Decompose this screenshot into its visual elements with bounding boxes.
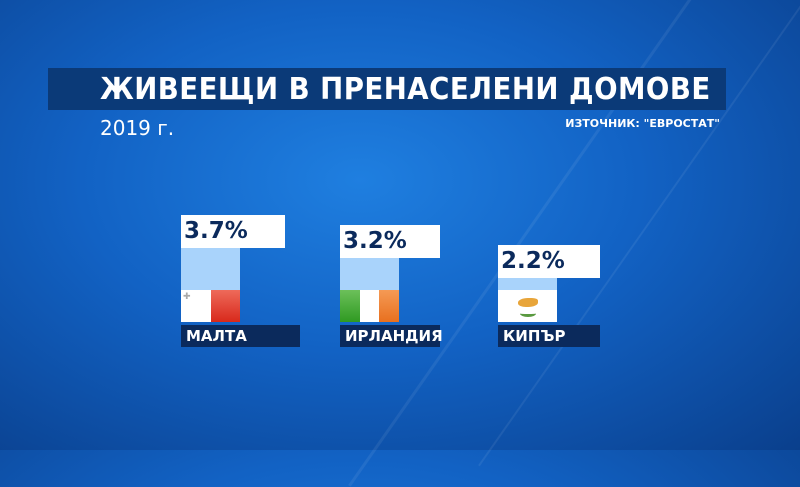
chart-title: ЖИВЕЕЩИ В ПРЕНАСЕЛЕНИ ДОМОВЕ bbox=[100, 72, 711, 107]
george-cross-icon: ✚ bbox=[183, 292, 191, 302]
cyprus-map-icon bbox=[518, 298, 538, 307]
chart-subtitle: 2019 г. bbox=[100, 116, 175, 140]
bar-2 bbox=[498, 278, 557, 322]
ireland-flag-icon bbox=[340, 290, 399, 322]
category-label: КИПЪР bbox=[498, 325, 600, 347]
title-bar bbox=[48, 68, 726, 110]
value-label: 2.2% bbox=[498, 245, 600, 278]
cyprus-flag-icon bbox=[498, 290, 557, 322]
value-label: 3.2% bbox=[340, 225, 440, 258]
source-label: ИЗТОЧНИК: "ЕВРОСТАТ" bbox=[565, 117, 720, 130]
value-label: 3.7% bbox=[181, 215, 285, 248]
bar-1 bbox=[340, 258, 399, 322]
olive-branches-icon bbox=[520, 310, 536, 317]
category-label: ИРЛАНДИЯ bbox=[340, 325, 443, 347]
category-label: МАЛТА bbox=[181, 325, 300, 347]
malta-flag-icon: ✚ bbox=[181, 290, 240, 322]
bar-0: ✚ bbox=[181, 248, 240, 322]
